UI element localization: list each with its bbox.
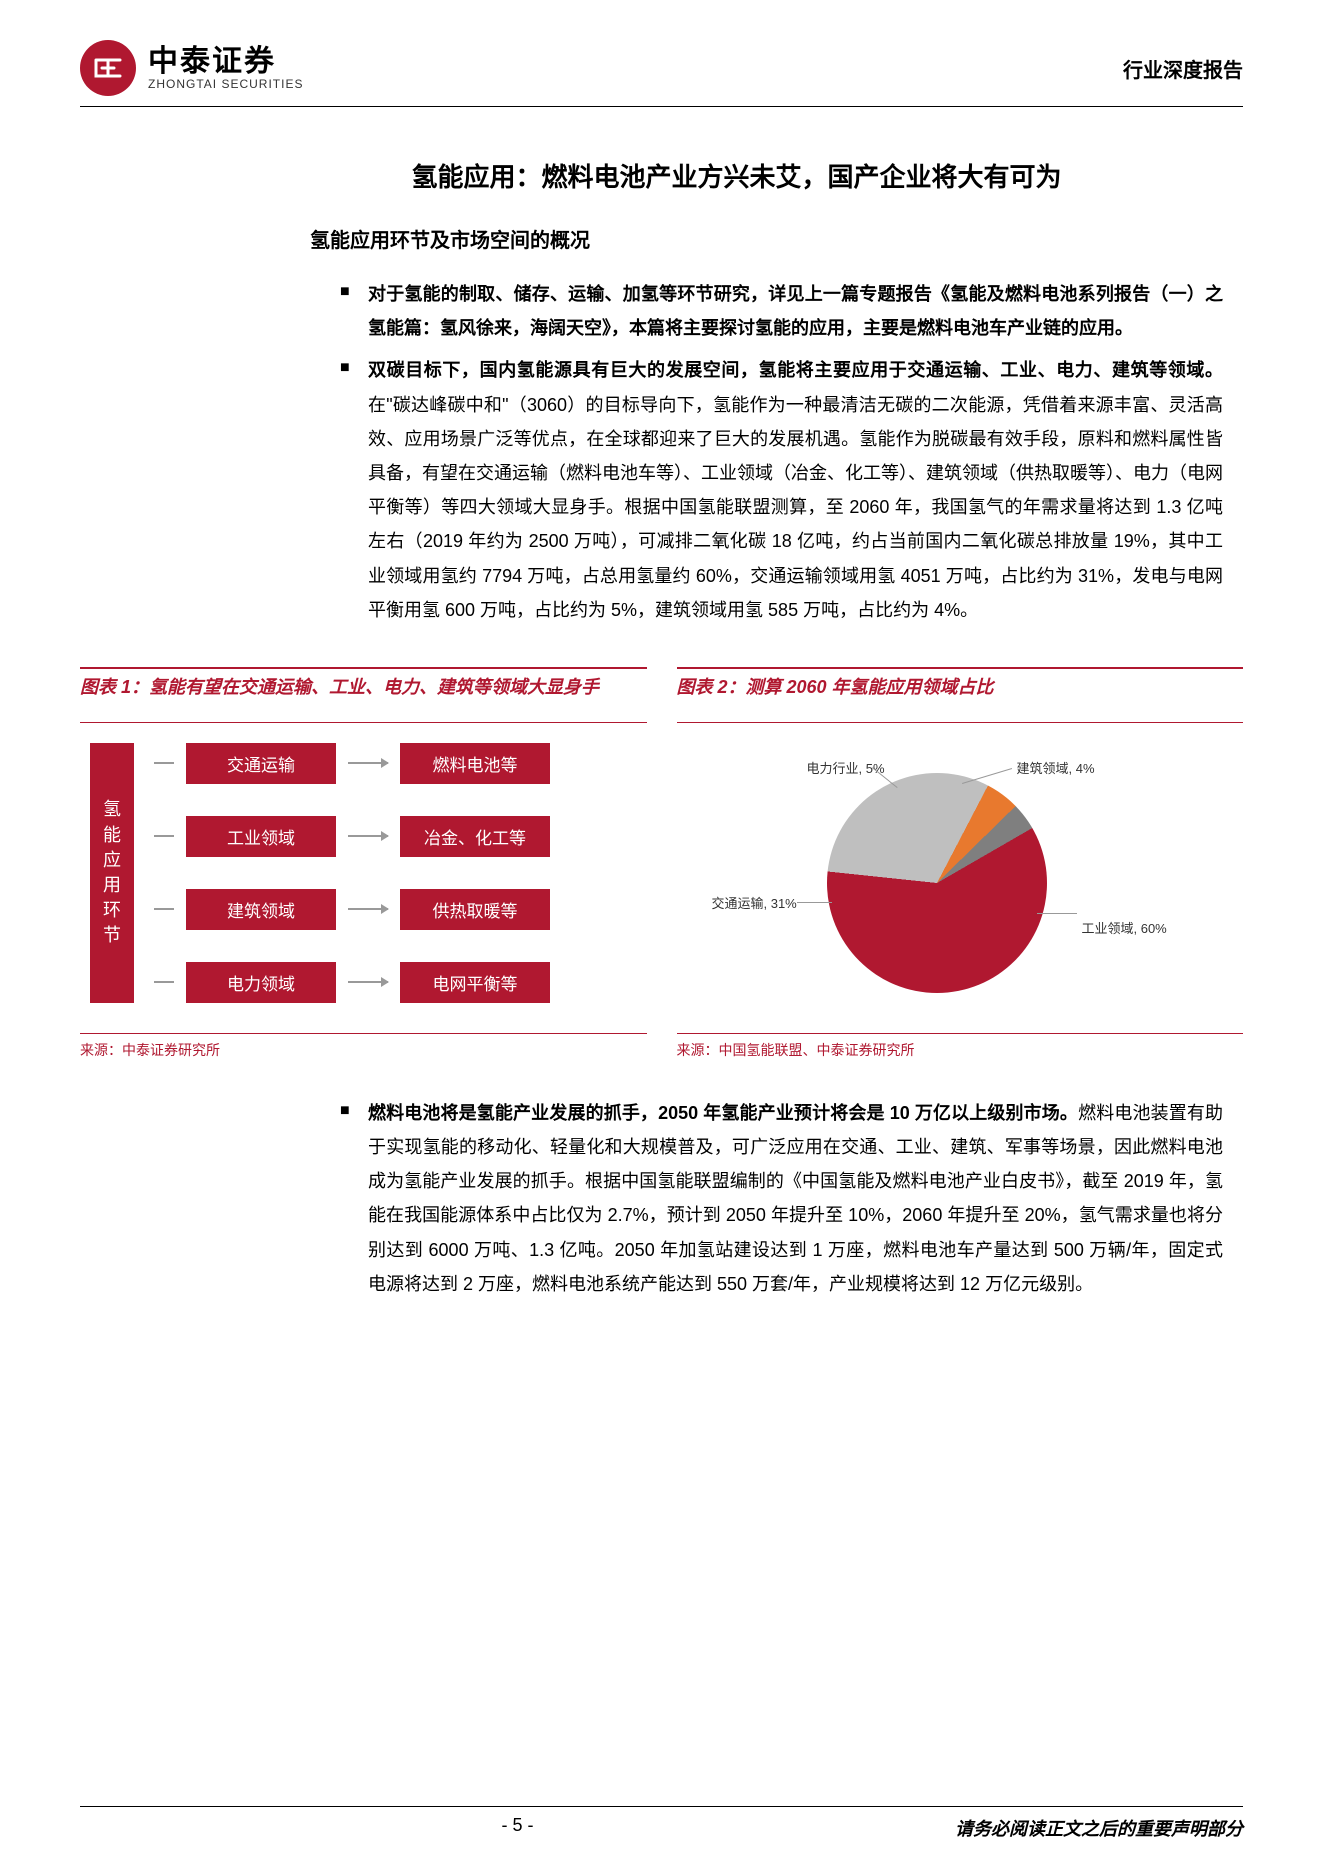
pie-leader-line [962,768,1012,784]
logo: 中泰证券 ZHONGTAI SECURITIES [80,40,303,96]
page-number: - 5 - [501,1815,533,1841]
pie-chart: 工业领域, 60%交通运输, 31%电力行业, 5%建筑领域, 4% [687,743,1234,1023]
figure-2-source: 来源：中国氢能联盟、中泰证券研究所 [677,1033,1244,1060]
arrow-icon [348,908,388,910]
figure-1-title: 图表 1：氢能有望在交通运输、工业、电力、建筑等领域大显身手 [80,675,647,700]
bullet-icon: ■ [340,1096,368,1301]
logo-cn: 中泰证券 [148,45,303,78]
flowchart: 氢能应用环节 交通运输燃料电池等工业领域冶金、化工等建筑领域供热取暖等电力领域电… [90,743,637,1003]
pie-label: 建筑领域, 4% [1017,758,1095,777]
page-footer: - 5 - 请务必阅读正文之后的重要声明部分 [80,1806,1243,1841]
pie [827,773,1047,993]
bullet-1-bold: 对于氢能的制取、储存、运输、加氢等环节研究，详见上一篇专题报告《氢能及燃料电池系… [368,284,1223,338]
figure-2: 图表 2：测算 2060 年氢能应用领域占比 工业领域, 60% 交通运输, 31… [677,667,1244,1060]
arrow-icon [348,762,388,764]
arrow-icon [348,981,388,983]
flow-node: 电网平衡等 [400,962,550,1003]
figure-2-title: 图表 2：测算 2060 年氢能应用领域占比 [677,675,1244,700]
flow-node: 冶金、化工等 [400,816,550,857]
flow-node: 供热取暖等 [400,889,550,930]
flow-node: 工业领域 [186,816,336,857]
logo-icon [80,40,136,96]
body-block-1: ■ 对于氢能的制取、储存、运输、加氢等环节研究，详见上一篇专题报告《氢能及燃料电… [340,277,1223,627]
page-header: 中泰证券 ZHONGTAI SECURITIES 行业深度报告 [80,40,1243,107]
bullet-2-rest: 在"碳达峰碳中和"（3060）的目标导向下，氢能作为一种最清洁无碳的二次能源，凭… [368,395,1223,620]
flow-node: 燃料电池等 [400,743,550,784]
main-title: 氢能应用：燃料电池产业方兴未艾，国产企业将大有可为 [230,157,1243,194]
logo-en: ZHONGTAI SECURITIES [148,78,303,91]
bullet-icon: ■ [340,353,368,627]
figure-1-source: 来源：中泰证券研究所 [80,1033,647,1060]
pie-label: 交通运输, 31% [712,893,797,912]
header-right: 行业深度报告 [1123,54,1243,83]
flowchart-root: 氢能应用环节 [90,743,134,1003]
pie-leader-line [1037,913,1077,914]
flow-row: 电力领域 电网平衡等 [154,962,637,1003]
flow-node: 建筑领域 [186,889,336,930]
body-block-2: ■ 燃料电池将是氢能产业发展的抓手，2050 年氢能产业预计将会是 10 万亿以… [340,1096,1223,1301]
footer-disclaimer: 请务必阅读正文之后的重要声明部分 [955,1815,1243,1841]
arrow-icon [348,835,388,837]
figure-1: 图表 1：氢能有望在交通运输、工业、电力、建筑等领域大显身手 氢能应用环节 交通… [80,667,647,1060]
flow-row: 工业领域 冶金、化工等 [154,816,637,857]
flow-row: 建筑领域 供热取暖等 [154,889,637,930]
bullet-2-bold: 双碳目标下，国内氢能源具有巨大的发展空间，氢能将主要应用于交通运输、工业、电力、… [368,360,1223,380]
subtitle: 氢能应用环节及市场空间的概况 [310,224,1243,253]
bullet-3-bold: 燃料电池将是氢能产业发展的抓手，2050 年氢能产业预计将会是 10 万亿以上级… [368,1103,1078,1123]
bullet-3-rest: 燃料电池装置有助于实现氢能的移动化、轻量化和大规模普及，可广泛应用在交通、工业、… [368,1103,1223,1294]
flow-node: 电力领域 [186,962,336,1003]
pie-label: 工业领域, 60% [1082,918,1167,937]
bullet-icon: ■ [340,277,368,345]
flow-row: 交通运输 燃料电池等 [154,743,637,784]
pie-leader-line [797,902,832,903]
flow-node: 交通运输 [186,743,336,784]
